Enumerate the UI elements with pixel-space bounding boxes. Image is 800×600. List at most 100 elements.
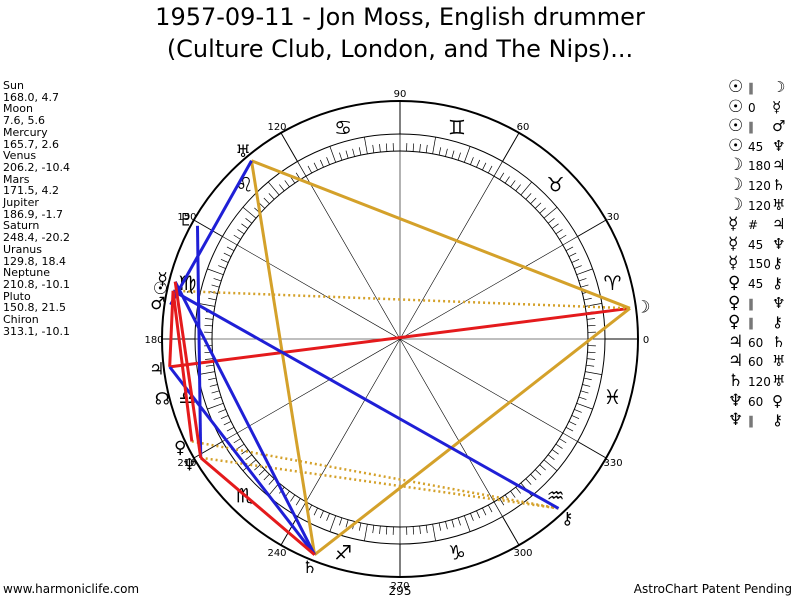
- degree-tick: [204, 324, 213, 327]
- degree-tick: [510, 180, 516, 188]
- sign-divider-line: [577, 219, 607, 237]
- degree-tick: [258, 469, 266, 476]
- degree-tick: [211, 284, 220, 288]
- degree-tick: [379, 525, 381, 534]
- planet-glyph: ☿: [728, 253, 739, 274]
- website-link[interactable]: www.harmoniclife.com: [3, 582, 140, 596]
- planet-position: 129.8, 18.4: [3, 254, 66, 268]
- degree-tick: [565, 426, 574, 432]
- planet-name: Mars: [3, 172, 30, 186]
- degree-label: 240: [267, 548, 286, 559]
- planet-name: Neptune: [3, 266, 51, 280]
- planet-glyph: ♆: [772, 293, 786, 312]
- degree-tick: [510, 490, 516, 498]
- degree-tick: [237, 443, 245, 449]
- zodiac-sign-glyph: ♋︎: [334, 115, 352, 139]
- degree-tick: [241, 223, 249, 229]
- planet-glyph: ☽: [728, 155, 744, 176]
- aspect-symbol: 120: [748, 198, 771, 213]
- degree-tick: [226, 426, 235, 432]
- degree-tick: [539, 464, 546, 471]
- degree-tick: [319, 510, 324, 519]
- aspect-symbol: 60: [748, 335, 764, 350]
- planet-name: Jupiter: [3, 196, 39, 210]
- degree-tick: [372, 144, 375, 153]
- planet-glyph: ☿: [728, 214, 739, 235]
- degree-tick: [565, 246, 574, 252]
- degree-tick: [555, 229, 563, 235]
- degree-tick: [515, 486, 521, 494]
- degree-tick: [319, 159, 324, 168]
- planet-position: 186.9, -1.7: [3, 207, 63, 221]
- aspect-line: [199, 456, 316, 556]
- degree-tick: [237, 229, 245, 235]
- planet-position: 168.0, 4.7: [3, 90, 59, 104]
- degree-tick: [263, 197, 270, 205]
- aspect-list: ☉ ∥ ☽ ☉ 0 ☿ ☉ ∥ ♂ ☉ 45 ♆ ☽ 180♃ ☽ 120♄ ☽ 120♅ ☿ # ♃ ☿…: [728, 77, 786, 431]
- planet-position: 248.4, -20.2: [3, 231, 70, 245]
- planet-glyph: ⚷: [772, 411, 783, 430]
- aspect-symbol: 120: [748, 374, 771, 389]
- planet-name: Mercury: [3, 125, 48, 139]
- degree-tick: [207, 268, 224, 276]
- degree-tick: [578, 396, 587, 400]
- aspect-line: [168, 365, 316, 556]
- planet-name: Uranus: [3, 242, 42, 256]
- degree-tick: [451, 150, 455, 159]
- planet-glyph-on-wheel: ♅︎: [236, 142, 251, 162]
- aspect-row: ♀ ∥ ⚷: [728, 313, 785, 333]
- degree-tick: [295, 498, 301, 506]
- aspect-row: ☿ 45 ♆: [728, 234, 785, 255]
- aspect-line: [172, 289, 560, 510]
- degree-tick: [487, 165, 493, 174]
- planet-glyph: ♄: [728, 370, 744, 391]
- planet-name: Venus: [3, 149, 37, 163]
- degree-tick: [445, 521, 448, 530]
- aspect-row: ♆ ∥ ⚷: [728, 410, 785, 431]
- degree-tick: [534, 202, 542, 209]
- degree-tick: [559, 234, 567, 240]
- aspect-symbol: 45: [748, 139, 764, 154]
- degree-tick: [412, 526, 415, 535]
- degree-tick: [211, 390, 220, 394]
- aspect-symbol: 60: [748, 355, 764, 370]
- degree-label: 330: [603, 458, 622, 469]
- degree-tick: [493, 501, 503, 517]
- degree-tick: [284, 180, 290, 188]
- planet-glyph: ♀: [772, 391, 783, 410]
- planet-glyph: ♃: [728, 351, 744, 372]
- house-spoke: [237, 244, 401, 340]
- degree-tick: [205, 318, 214, 320]
- degree-tick: [487, 504, 493, 513]
- degree-tick: [463, 515, 471, 532]
- planet-glyph: ☽: [728, 174, 744, 195]
- degree-label: 300: [513, 548, 532, 559]
- aspect-line: [250, 160, 317, 555]
- planet-name: Chiron: [3, 313, 39, 327]
- sign-divider-line: [193, 219, 223, 237]
- house-spoke: [399, 244, 563, 340]
- sign-divider-line: [280, 516, 298, 546]
- aspect-symbol: #: [748, 218, 759, 233]
- aspect-row: ♆ 60 ♀: [728, 391, 785, 412]
- degree-tick: [585, 303, 602, 307]
- planet-name: Moon: [3, 102, 33, 116]
- planet-glyph: ♀: [728, 292, 741, 313]
- degree-tick: [582, 384, 591, 387]
- chart-title-line-1: 1957-09-11 - Jon Moss, English drummer: [155, 3, 645, 31]
- degree-tick: [587, 324, 596, 327]
- house-division-lines: [162, 101, 638, 577]
- planet-position: 165.7, 2.6: [3, 137, 59, 151]
- planet-glyph: ☽: [728, 194, 744, 215]
- degree-tick: [482, 162, 487, 171]
- degree-tick: [499, 498, 505, 506]
- planet-glyph: ⚷: [772, 273, 783, 292]
- planet-glyph-on-wheel: ♀︎: [174, 438, 186, 458]
- planet-name: Pluto: [3, 289, 31, 303]
- planet-glyph: ♀: [728, 272, 741, 293]
- planet-glyph: ☉: [728, 77, 744, 97]
- patent-notice: AstroChart Patent Pending: [633, 582, 792, 596]
- degree-tick: [233, 234, 241, 240]
- degree-tick: [379, 144, 381, 153]
- planet-glyph: ♀: [728, 312, 741, 333]
